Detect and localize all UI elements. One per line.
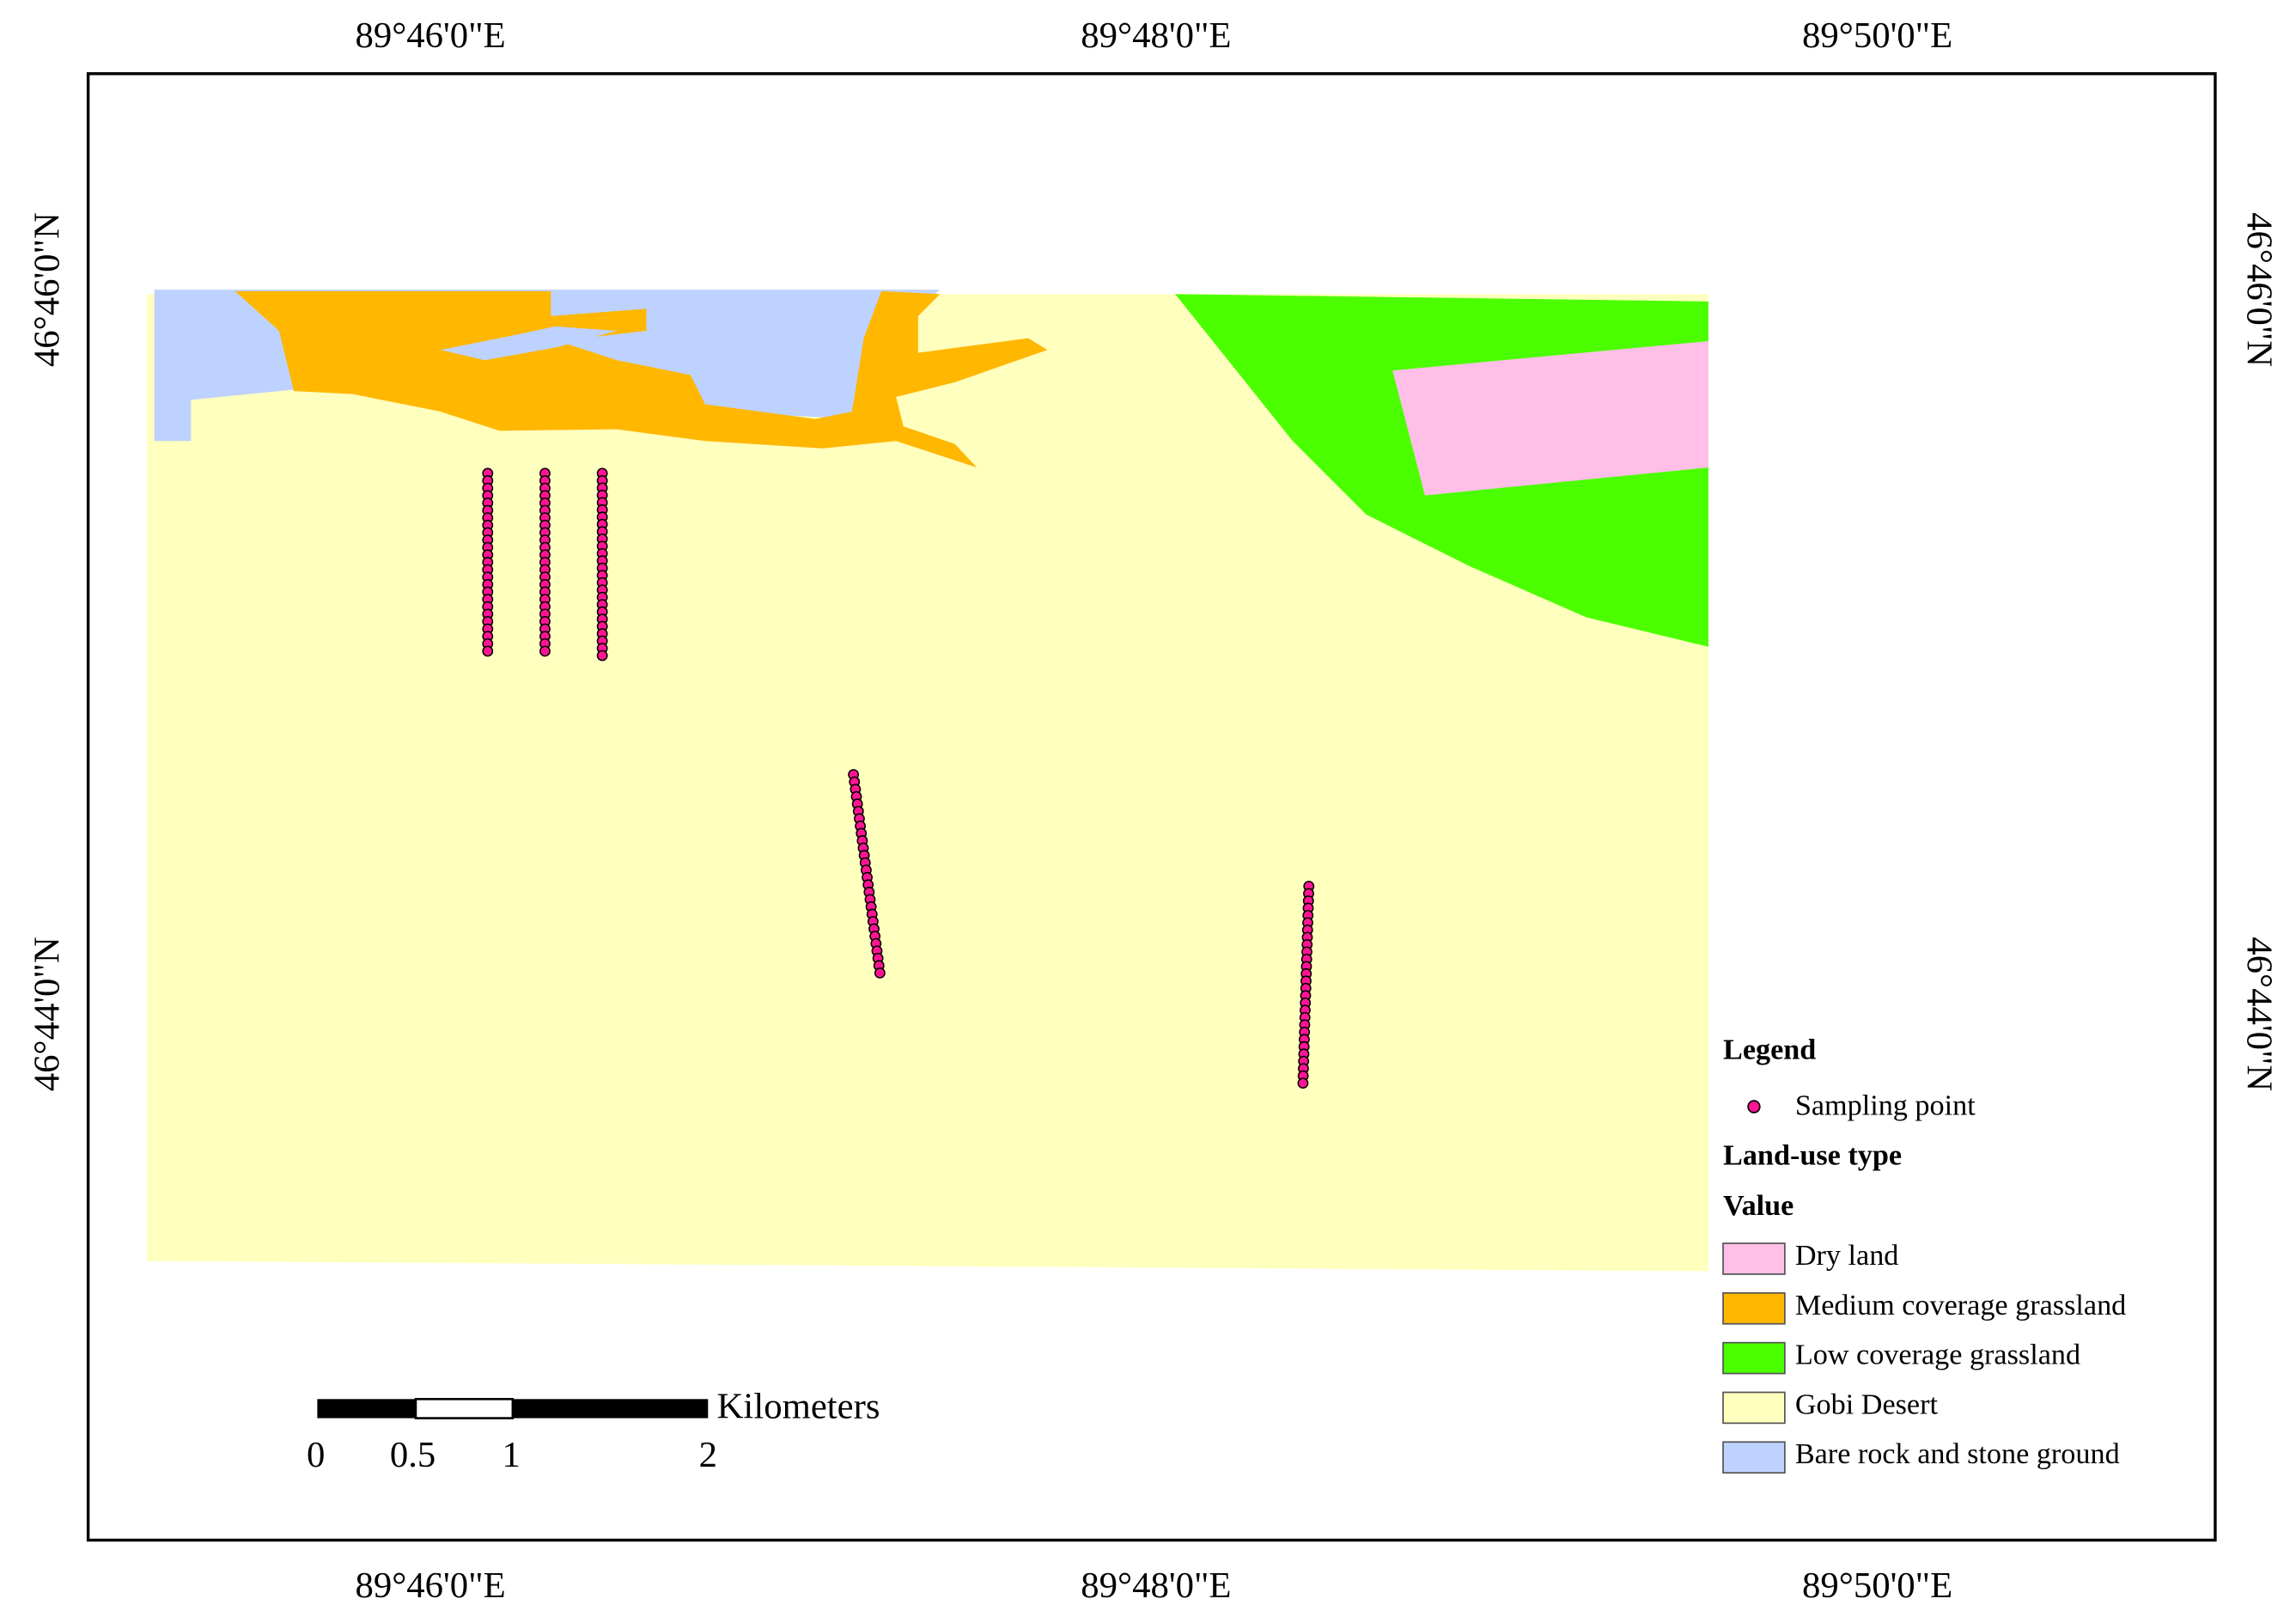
right-axis-label: 46°46'0"N xyxy=(2239,212,2280,367)
scale-bar-segment xyxy=(512,1399,709,1419)
legend-swatch xyxy=(1722,1242,1786,1275)
sampling-point xyxy=(482,645,494,657)
bottom-axis-label: 89°46'0"E xyxy=(355,1565,505,1605)
legend-class-label: Low coverage grassland xyxy=(1795,1340,2080,1371)
legend-group: Land-use type xyxy=(1723,1140,1902,1172)
dry-land-area xyxy=(1392,341,1708,496)
scale-bar-segment xyxy=(414,1398,515,1419)
left-axis-label: 46°46'0"N xyxy=(27,212,67,367)
sampling-point xyxy=(874,967,886,979)
scale-bar-label: 1 xyxy=(502,1435,520,1475)
map-frame xyxy=(86,72,2217,1542)
legend-swatch xyxy=(1722,1341,1786,1375)
legend-swatch xyxy=(1722,1292,1786,1325)
sampling-point xyxy=(596,650,608,662)
scale-bar-label: 0.5 xyxy=(390,1435,435,1475)
right-axis-label: 46°44'0"N xyxy=(2239,937,2280,1091)
legend-classes: Dry land Medium coverage grassland Low cov… xyxy=(1722,1240,2126,1474)
sampling-point xyxy=(539,645,551,657)
scale-bar-label: 0 xyxy=(307,1435,325,1475)
sampling-points xyxy=(482,467,1315,1089)
legend-field: Value xyxy=(1723,1190,1794,1222)
scale-bar-label: 2 xyxy=(699,1435,717,1475)
legend-swatch xyxy=(1722,1391,1786,1425)
legend-class-label: Medium coverage grassland xyxy=(1795,1290,2126,1321)
scale-bar-unit: Kilometers xyxy=(717,1387,880,1427)
legend-class-label: Dry land xyxy=(1795,1240,1899,1272)
legend-class-label: Gobi Desert xyxy=(1795,1388,1939,1420)
legend-title: Legend xyxy=(1723,1034,1816,1066)
medium-grassland-area xyxy=(234,290,1048,468)
bottom-axis-label: 89°50'0"E xyxy=(1802,1565,1952,1605)
top-axis-label: 89°46'0"E xyxy=(355,15,505,56)
legend-class-label: Bare rock and stone ground xyxy=(1795,1438,2120,1470)
scale-bar-segment xyxy=(317,1399,416,1419)
bare-rock-inlet xyxy=(441,326,618,361)
bottom-axis-label: 89°48'0"E xyxy=(1081,1565,1231,1605)
top-axis-label: 89°50'0"E xyxy=(1802,15,1952,56)
gobi-desert-area xyxy=(147,294,1708,1272)
legend-point-symbol xyxy=(1747,1100,1761,1114)
legend-swatch xyxy=(1722,1441,1786,1474)
legend-point-label: Sampling point xyxy=(1795,1090,1976,1122)
sampling-point xyxy=(1297,1077,1309,1089)
left-axis-label: 46°44'0"N xyxy=(27,937,67,1091)
top-axis-label: 89°48'0"E xyxy=(1081,15,1231,56)
